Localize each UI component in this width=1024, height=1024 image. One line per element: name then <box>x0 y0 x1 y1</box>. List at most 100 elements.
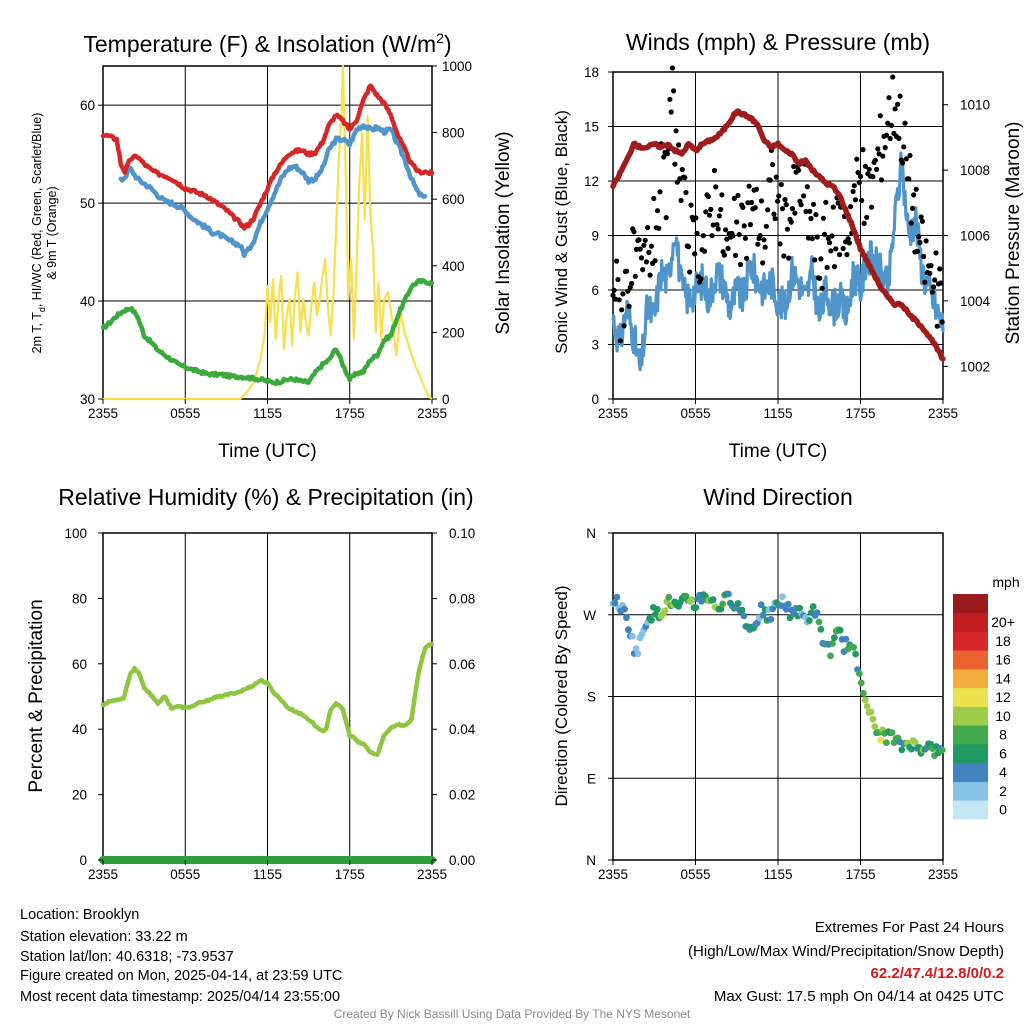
direction-point <box>738 606 746 614</box>
direction-point <box>782 606 790 613</box>
gust-point <box>882 145 888 151</box>
gust-point <box>819 285 825 291</box>
extremes-subtitle: (High/Low/Max Wind/Precipitation/Snow De… <box>688 943 1004 960</box>
y-right-tick-label: 400 <box>442 259 465 274</box>
gust-point <box>860 147 866 153</box>
gust-point <box>922 279 928 285</box>
gust-point <box>824 264 830 271</box>
direction-point <box>867 708 875 716</box>
gust-point <box>872 157 878 163</box>
colorbar-label: 14 <box>995 670 1011 686</box>
gust-point <box>624 268 630 274</box>
gust-point <box>742 235 749 241</box>
gust-point <box>829 233 835 239</box>
gust-point <box>723 227 729 233</box>
y-right-tick-label: 1008 <box>960 163 990 178</box>
gust-point <box>694 230 700 236</box>
gust-point <box>875 146 881 152</box>
gust-point <box>752 205 758 211</box>
gust-point <box>914 248 921 254</box>
colorbar-swatch <box>953 781 988 801</box>
gust-point <box>923 238 929 244</box>
direction-point <box>767 615 775 623</box>
y-right-tick-label: 0.06 <box>449 657 475 672</box>
gust-point <box>786 255 792 261</box>
colorbar-label: 0 <box>999 802 1007 818</box>
y-right-tick-label: 200 <box>442 325 465 340</box>
x-tick-label: 0555 <box>170 867 200 882</box>
colorbar-label: 10 <box>995 708 1011 724</box>
direction-point <box>908 745 915 753</box>
x-tick-label: 2355 <box>417 867 447 882</box>
windchill-line <box>118 123 428 259</box>
y-tick-label: 60 <box>80 98 95 113</box>
direction-point <box>806 617 813 624</box>
direction-point <box>740 612 748 620</box>
direction-point <box>625 626 632 634</box>
gust-point <box>747 222 754 228</box>
gust-point <box>818 256 824 262</box>
gust-point <box>808 215 814 222</box>
direction-point <box>813 609 821 617</box>
gust-point <box>652 258 658 264</box>
direction-point <box>888 729 896 736</box>
gust-point <box>749 199 755 206</box>
direction-point <box>859 689 867 697</box>
gust-point <box>654 208 661 214</box>
gust-point <box>611 287 617 293</box>
temperature-line <box>100 83 435 231</box>
gust-point <box>848 204 854 210</box>
gust-point <box>817 275 823 281</box>
x-tick-label: 2355 <box>88 406 118 421</box>
gust-point <box>718 206 724 213</box>
gust-point <box>916 234 922 240</box>
gust-point <box>772 216 778 222</box>
gust-point <box>917 239 923 246</box>
gust-point <box>642 237 648 243</box>
gust-point <box>711 167 718 174</box>
x-tick-label: 0555 <box>680 867 710 882</box>
humidity-line <box>100 642 435 758</box>
gust-point <box>869 204 875 210</box>
direction-point <box>717 605 725 613</box>
gust-point <box>777 241 783 247</box>
chart-title: Relative Humidity (%) & Precipitation (i… <box>58 484 473 510</box>
humidity-precipitation-panel: 0 20 40 60 80 100 0.00 0.02 0.04 0.06 0.08 0.10 2355… <box>26 484 476 882</box>
y-tick-label: N <box>586 853 596 868</box>
gust-point <box>812 257 818 263</box>
gust-point <box>657 189 663 195</box>
gust-point <box>822 231 828 237</box>
direction-point <box>883 739 890 746</box>
credit-line: Created By Nick Bassill Using Data Provi… <box>333 1007 691 1021</box>
gust-point <box>836 252 843 258</box>
gust-point <box>765 207 771 213</box>
gust-point <box>859 197 865 204</box>
gust-point <box>671 88 677 94</box>
gust-point <box>866 166 872 172</box>
y-tick-label: 12 <box>584 174 599 189</box>
direction-point <box>877 736 884 744</box>
colorbar-swatch <box>953 706 988 726</box>
y-axis-label: Sonic Wind & Gust (Blue, Black) <box>552 110 571 354</box>
gust-point <box>844 252 850 258</box>
gust-point <box>932 277 938 283</box>
gust-point <box>911 192 917 198</box>
gust-point <box>921 253 927 260</box>
gust-point <box>804 184 810 190</box>
gust-point <box>854 156 860 162</box>
station-latlon: Station lat/lon: 40.6318; -73.9537 <box>20 949 234 965</box>
gust-point <box>840 245 846 252</box>
gust-point <box>736 232 742 238</box>
gust-point <box>688 202 694 208</box>
gust-point <box>888 122 895 128</box>
gust-point <box>934 323 940 329</box>
direction-point <box>698 597 705 605</box>
gust-point <box>874 166 880 172</box>
gust-point <box>745 200 751 206</box>
gust-point <box>890 74 896 80</box>
gust-point <box>725 245 731 251</box>
gust-point <box>771 211 777 217</box>
colorbar-swatch <box>953 800 988 820</box>
x-tick-label: 0555 <box>170 406 200 421</box>
y-tick-label: 30 <box>80 392 95 407</box>
